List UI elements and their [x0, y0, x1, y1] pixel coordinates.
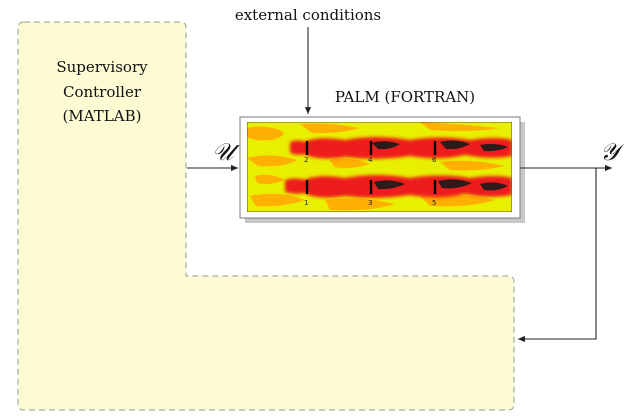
input-signal-label: 𝒰: [212, 138, 240, 166]
controller-label-line2: Controller: [63, 83, 142, 101]
flow-field: [247, 122, 512, 212]
turbine-row-upper: 2 4 6: [304, 141, 437, 164]
controller-block: [17, 21, 515, 411]
turbine-label-6: 6: [432, 156, 437, 164]
turbine-label-3: 3: [368, 199, 372, 207]
turbine-label-1: 1: [304, 199, 308, 207]
controller-label-line3: (MATLAB): [63, 107, 142, 125]
turbine-label-4: 4: [368, 156, 373, 164]
turbine-label-2: 2: [304, 156, 308, 164]
palm-label: PALM (FORTRAN): [335, 88, 475, 106]
output-signal-label: 𝒴: [600, 138, 625, 166]
controller-label-line1: Supervisory: [56, 58, 148, 76]
turbine-row-lower: 1 3 5: [304, 180, 436, 207]
external-conditions-label: external conditions: [235, 6, 381, 24]
feedback-line: [518, 168, 597, 343]
turbine-label-5: 5: [432, 199, 436, 207]
